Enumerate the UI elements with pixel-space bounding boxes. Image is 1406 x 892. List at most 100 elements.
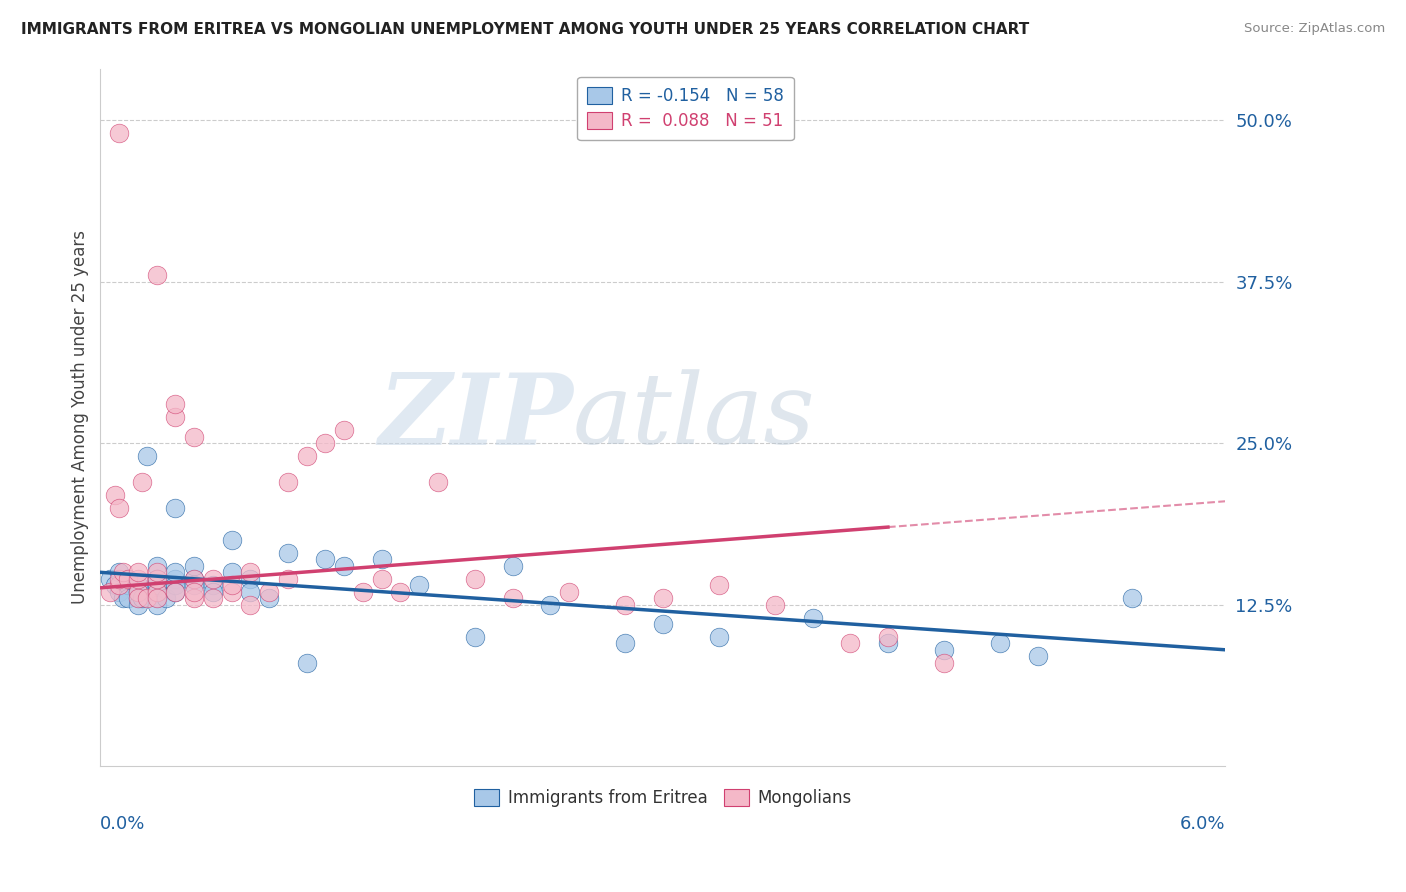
Point: [183, 572, 205, 586]
Point: [117, 578, 139, 592]
Point: [333, 558, 356, 573]
Point: [165, 572, 187, 586]
Point: [136, 591, 159, 606]
Text: IMMIGRANTS FROM ERITREA VS MONGOLIAN UNEMPLOYMENT AMONG YOUTH UNDER 25 YEARS COR: IMMIGRANTS FROM ERITREA VS MONGOLIAN UNE…: [21, 22, 1029, 37]
Point: [108, 126, 131, 140]
Point: [108, 578, 131, 592]
Point: [145, 584, 167, 599]
Point: [201, 578, 224, 592]
Text: 0.0%: 0.0%: [100, 815, 146, 833]
Point: [145, 584, 167, 599]
Point: [131, 475, 153, 489]
Point: [464, 630, 486, 644]
Point: [104, 488, 127, 502]
Legend: Immigrants from Eritrea, Mongolians: Immigrants from Eritrea, Mongolians: [468, 782, 858, 814]
Point: [709, 630, 731, 644]
Point: [117, 572, 139, 586]
Point: [239, 566, 262, 580]
Point: [389, 584, 412, 599]
Point: [614, 598, 637, 612]
Point: [165, 578, 187, 592]
Point: [183, 430, 205, 444]
Point: [239, 572, 262, 586]
Point: [117, 572, 139, 586]
Point: [145, 578, 167, 592]
Point: [183, 558, 205, 573]
Point: [145, 591, 167, 606]
Text: atlas: atlas: [572, 369, 815, 465]
Point: [877, 636, 900, 650]
Point: [221, 584, 243, 599]
Point: [98, 584, 121, 599]
Point: [183, 584, 205, 599]
Point: [257, 584, 280, 599]
Point: [127, 591, 149, 606]
Point: [108, 572, 131, 586]
Point: [165, 397, 187, 411]
Point: [277, 572, 299, 586]
Point: [877, 630, 900, 644]
Point: [333, 423, 356, 437]
Point: [183, 591, 205, 606]
Point: [145, 591, 167, 606]
Point: [277, 475, 299, 489]
Point: [201, 591, 224, 606]
Point: [155, 591, 177, 606]
Point: [221, 533, 243, 547]
Point: [990, 636, 1012, 650]
Point: [502, 558, 524, 573]
Point: [127, 572, 149, 586]
Point: [111, 591, 134, 606]
Point: [801, 610, 824, 624]
Point: [108, 500, 131, 515]
Point: [221, 578, 243, 592]
Point: [1121, 591, 1143, 606]
Point: [127, 584, 149, 599]
Point: [314, 552, 336, 566]
Point: [295, 656, 318, 670]
Point: [765, 598, 787, 612]
Point: [538, 598, 561, 612]
Point: [165, 500, 187, 515]
Point: [934, 656, 956, 670]
Point: [295, 449, 318, 463]
Point: [277, 546, 299, 560]
Point: [145, 572, 167, 586]
Point: [117, 591, 139, 606]
Text: Source: ZipAtlas.com: Source: ZipAtlas.com: [1244, 22, 1385, 36]
Y-axis label: Unemployment Among Youth under 25 years: Unemployment Among Youth under 25 years: [72, 230, 89, 604]
Point: [201, 572, 224, 586]
Point: [111, 566, 134, 580]
Point: [201, 584, 224, 599]
Point: [257, 591, 280, 606]
Point: [127, 566, 149, 580]
Point: [221, 566, 243, 580]
Point: [183, 578, 205, 592]
Point: [709, 578, 731, 592]
Point: [314, 436, 336, 450]
Point: [108, 584, 131, 599]
Point: [370, 572, 392, 586]
Point: [1026, 649, 1049, 664]
Point: [145, 566, 167, 580]
Point: [558, 584, 581, 599]
Point: [108, 566, 131, 580]
Point: [370, 552, 392, 566]
Point: [426, 475, 449, 489]
Point: [104, 578, 127, 592]
Text: 6.0%: 6.0%: [1180, 815, 1226, 833]
Point: [934, 642, 956, 657]
Point: [131, 591, 153, 606]
Point: [145, 558, 167, 573]
Point: [352, 584, 374, 599]
Text: ZIP: ZIP: [378, 369, 572, 466]
Point: [165, 584, 187, 599]
Point: [98, 572, 121, 586]
Point: [145, 598, 167, 612]
Point: [408, 578, 430, 592]
Point: [183, 572, 205, 586]
Point: [127, 584, 149, 599]
Point: [145, 268, 167, 283]
Point: [127, 578, 149, 592]
Point: [127, 591, 149, 606]
